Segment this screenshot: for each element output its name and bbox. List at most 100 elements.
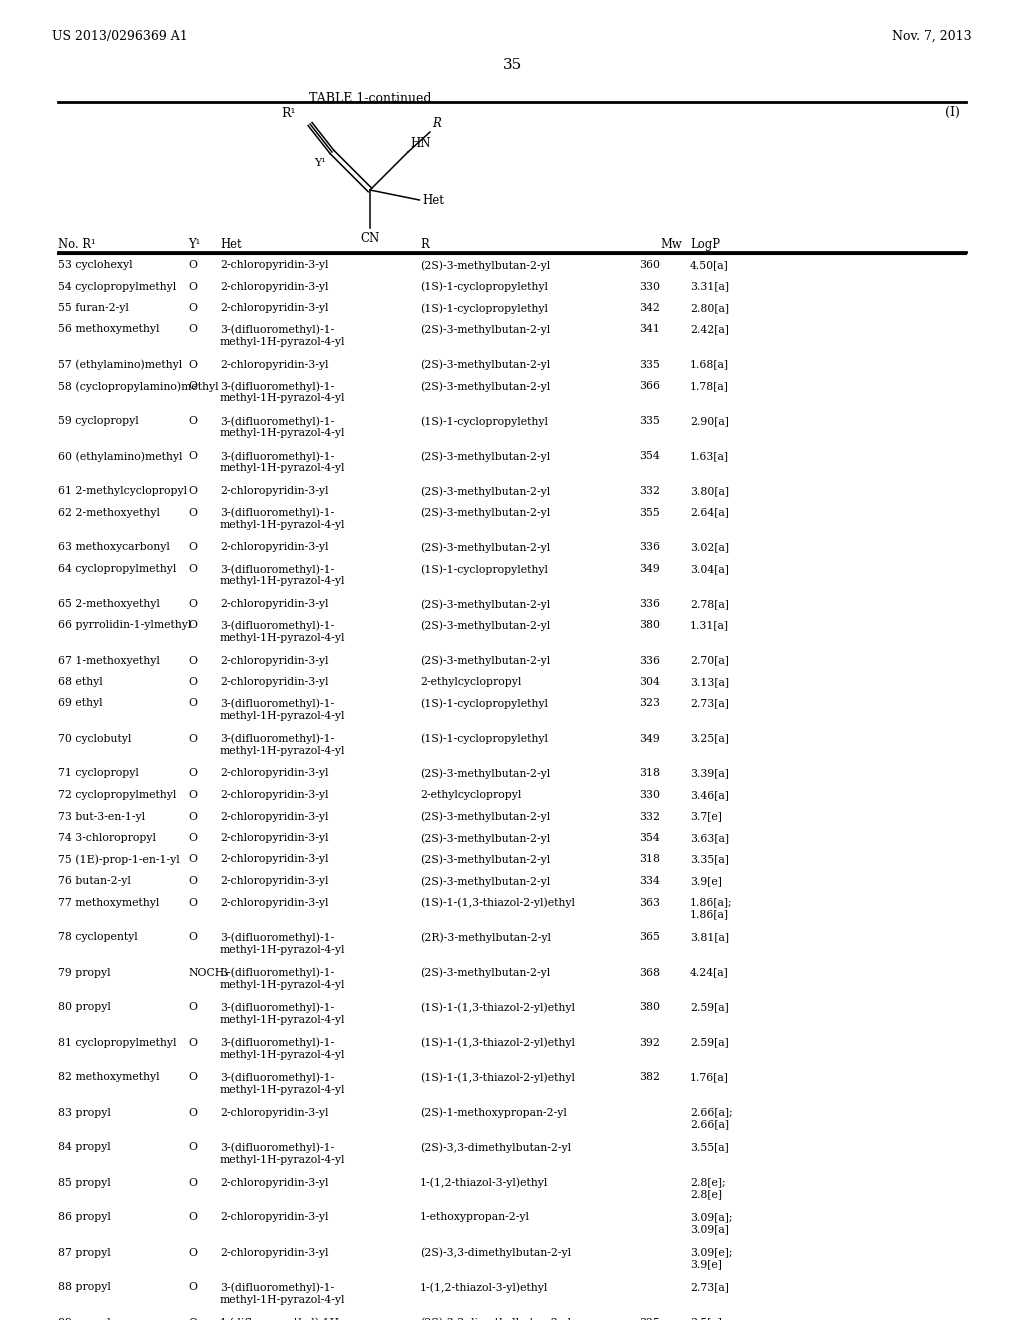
Text: (2S)-3-methylbutan-2-yl: (2S)-3-methylbutan-2-yl xyxy=(420,381,550,392)
Text: 62 2-methoxyethyl: 62 2-methoxyethyl xyxy=(58,507,160,517)
Text: 3.04[a]: 3.04[a] xyxy=(690,564,729,574)
Text: 342: 342 xyxy=(639,304,660,313)
Text: 77 methoxymethyl: 77 methoxymethyl xyxy=(58,898,160,908)
Text: 354: 354 xyxy=(639,451,660,461)
Text: (2S)-3-methylbutan-2-yl: (2S)-3-methylbutan-2-yl xyxy=(420,968,550,978)
Text: 84 propyl: 84 propyl xyxy=(58,1143,111,1152)
Text: 368: 368 xyxy=(639,968,660,978)
Text: O: O xyxy=(188,620,197,631)
Text: O: O xyxy=(188,932,197,942)
Text: 3-(difluoromethyl)-1-
methyl-1H-pyrazol-4-yl: 3-(difluoromethyl)-1- methyl-1H-pyrazol-… xyxy=(220,620,345,643)
Text: 330: 330 xyxy=(639,281,660,292)
Text: 73 but-3-en-1-yl: 73 but-3-en-1-yl xyxy=(58,812,145,821)
Text: 2-chloropyridin-3-yl: 2-chloropyridin-3-yl xyxy=(220,1247,329,1258)
Text: (2S)-3-methylbutan-2-yl: (2S)-3-methylbutan-2-yl xyxy=(420,359,550,370)
Text: (1S)-1-cyclopropylethyl: (1S)-1-cyclopropylethyl xyxy=(420,698,548,709)
Text: 54 cyclopropylmethyl: 54 cyclopropylmethyl xyxy=(58,281,176,292)
Text: CN: CN xyxy=(360,232,380,246)
Text: O: O xyxy=(188,854,197,865)
Text: 2-chloropyridin-3-yl: 2-chloropyridin-3-yl xyxy=(220,789,329,800)
Text: 2.8[e];
2.8[e]: 2.8[e]; 2.8[e] xyxy=(690,1177,726,1199)
Text: 323: 323 xyxy=(639,698,660,709)
Text: 2.90[a]: 2.90[a] xyxy=(690,416,729,426)
Text: 3.31[a]: 3.31[a] xyxy=(690,281,729,292)
Text: O: O xyxy=(188,1002,197,1012)
Text: 1.76[a]: 1.76[a] xyxy=(690,1072,729,1082)
Text: (1S)-1-cyclopropylethyl: (1S)-1-cyclopropylethyl xyxy=(420,281,548,292)
Text: O: O xyxy=(188,734,197,743)
Text: 3-(difluoromethyl)-1-
methyl-1H-pyrazol-4-yl: 3-(difluoromethyl)-1- methyl-1H-pyrazol-… xyxy=(220,932,345,954)
Text: (1S)-1-(1,3-thiazol-2-yl)ethyl: (1S)-1-(1,3-thiazol-2-yl)ethyl xyxy=(420,1002,575,1012)
Text: O: O xyxy=(188,1283,197,1292)
Text: (2S)-3,3-dimethylbutan-2-yl: (2S)-3,3-dimethylbutan-2-yl xyxy=(420,1143,571,1154)
Text: 336: 336 xyxy=(639,656,660,665)
Text: O: O xyxy=(188,325,197,334)
Text: O: O xyxy=(188,1038,197,1048)
Text: 3.39[a]: 3.39[a] xyxy=(690,768,729,779)
Text: 71 cyclopropyl: 71 cyclopropyl xyxy=(58,768,139,779)
Text: 86 propyl: 86 propyl xyxy=(58,1213,111,1222)
Text: 332: 332 xyxy=(639,486,660,496)
Text: 88 propyl: 88 propyl xyxy=(58,1283,111,1292)
Text: 3-(difluoromethyl)-1-
methyl-1H-pyrazol-4-yl: 3-(difluoromethyl)-1- methyl-1H-pyrazol-… xyxy=(220,381,345,403)
Text: O: O xyxy=(188,812,197,821)
Text: 3.81[a]: 3.81[a] xyxy=(690,932,729,942)
Text: 3.55[a]: 3.55[a] xyxy=(690,1143,729,1152)
Text: 76 butan-2-yl: 76 butan-2-yl xyxy=(58,876,131,886)
Text: 2-chloropyridin-3-yl: 2-chloropyridin-3-yl xyxy=(220,1177,329,1188)
Text: O: O xyxy=(188,1213,197,1222)
Text: (2S)-3-methylbutan-2-yl: (2S)-3-methylbutan-2-yl xyxy=(420,812,550,822)
Text: 63 methoxycarbonyl: 63 methoxycarbonyl xyxy=(58,543,170,553)
Text: 89 propyl: 89 propyl xyxy=(58,1317,111,1320)
Text: (2S)-3-methylbutan-2-yl: (2S)-3-methylbutan-2-yl xyxy=(420,451,550,462)
Text: 2-chloropyridin-3-yl: 2-chloropyridin-3-yl xyxy=(220,812,329,821)
Text: 336: 336 xyxy=(639,543,660,553)
Text: 2-chloropyridin-3-yl: 2-chloropyridin-3-yl xyxy=(220,1213,329,1222)
Text: 366: 366 xyxy=(639,381,660,391)
Text: O: O xyxy=(188,381,197,391)
Text: 3.63[a]: 3.63[a] xyxy=(690,833,729,843)
Text: (2S)-3-methylbutan-2-yl: (2S)-3-methylbutan-2-yl xyxy=(420,599,550,610)
Text: 3.02[a]: 3.02[a] xyxy=(690,543,729,553)
Text: 318: 318 xyxy=(639,768,660,779)
Text: 3.9[e]: 3.9[e] xyxy=(690,876,722,886)
Text: 3.5[e]: 3.5[e] xyxy=(690,1317,722,1320)
Text: 336: 336 xyxy=(639,599,660,609)
Text: Het: Het xyxy=(220,238,242,251)
Text: 363: 363 xyxy=(639,898,660,908)
Text: (1S)-1-cyclopropylethyl: (1S)-1-cyclopropylethyl xyxy=(420,734,548,744)
Text: 64 cyclopropylmethyl: 64 cyclopropylmethyl xyxy=(58,564,176,574)
Text: 85 propyl: 85 propyl xyxy=(58,1177,111,1188)
Text: 2-chloropyridin-3-yl: 2-chloropyridin-3-yl xyxy=(220,876,329,886)
Text: 2.80[a]: 2.80[a] xyxy=(690,304,729,313)
Text: TABLE 1-continued: TABLE 1-continued xyxy=(309,92,431,106)
Text: O: O xyxy=(188,876,197,886)
Text: (1S)-1-cyclopropylethyl: (1S)-1-cyclopropylethyl xyxy=(420,304,548,314)
Text: 2-chloropyridin-3-yl: 2-chloropyridin-3-yl xyxy=(220,656,329,665)
Text: NOCH₃: NOCH₃ xyxy=(188,968,228,978)
Text: Het: Het xyxy=(422,194,444,206)
Text: 1.78[a]: 1.78[a] xyxy=(690,381,729,391)
Text: O: O xyxy=(188,1143,197,1152)
Text: 3-(difluoromethyl)-1-
methyl-1H-pyrazol-4-yl: 3-(difluoromethyl)-1- methyl-1H-pyrazol-… xyxy=(220,1072,345,1094)
Text: 75 (1E)-prop-1-en-1-yl: 75 (1E)-prop-1-en-1-yl xyxy=(58,854,180,865)
Text: 68 ethyl: 68 ethyl xyxy=(58,677,102,686)
Text: 65 2-methoxyethyl: 65 2-methoxyethyl xyxy=(58,599,160,609)
Text: 3.7[e]: 3.7[e] xyxy=(690,812,722,821)
Text: 3-(difluoromethyl)-1-
methyl-1H-pyrazol-4-yl: 3-(difluoromethyl)-1- methyl-1H-pyrazol-… xyxy=(220,968,345,990)
Text: 2.70[a]: 2.70[a] xyxy=(690,656,729,665)
Text: 2.66[a];
2.66[a]: 2.66[a]; 2.66[a] xyxy=(690,1107,732,1129)
Text: 2-chloropyridin-3-yl: 2-chloropyridin-3-yl xyxy=(220,898,329,908)
Text: 1-(1,2-thiazol-3-yl)ethyl: 1-(1,2-thiazol-3-yl)ethyl xyxy=(420,1177,549,1188)
Text: US 2013/0296369 A1: US 2013/0296369 A1 xyxy=(52,30,187,44)
Text: 3.13[a]: 3.13[a] xyxy=(690,677,729,686)
Text: 2-chloropyridin-3-yl: 2-chloropyridin-3-yl xyxy=(220,833,329,843)
Text: (2S)-3,3-dimethylbutan-2-yl: (2S)-3,3-dimethylbutan-2-yl xyxy=(420,1247,571,1258)
Text: 382: 382 xyxy=(639,1072,660,1082)
Text: (2S)-3-methylbutan-2-yl: (2S)-3-methylbutan-2-yl xyxy=(420,507,550,517)
Text: 355: 355 xyxy=(639,507,660,517)
Text: (1S)-1-(1,3-thiazol-2-yl)ethyl: (1S)-1-(1,3-thiazol-2-yl)ethyl xyxy=(420,898,575,908)
Text: 392: 392 xyxy=(639,1038,660,1048)
Text: (2S)-1-methoxypropan-2-yl: (2S)-1-methoxypropan-2-yl xyxy=(420,1107,567,1118)
Text: 70 cyclobutyl: 70 cyclobutyl xyxy=(58,734,131,743)
